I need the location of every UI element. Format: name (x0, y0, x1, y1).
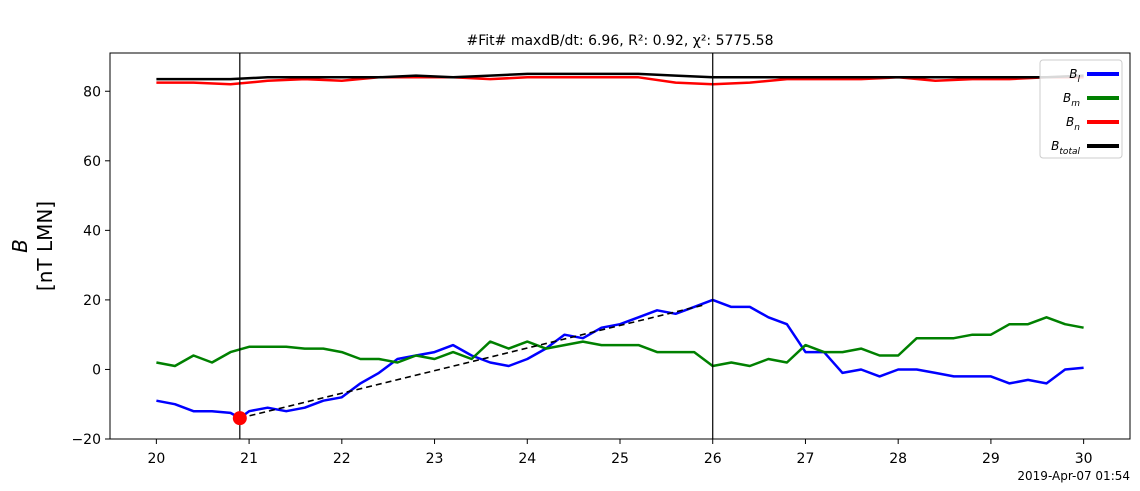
x-tick-label: 20 (147, 451, 165, 467)
legend-label-b-l: Bl (1069, 67, 1080, 85)
y-tick-label: −20 (71, 432, 101, 448)
x-tick-label: 29 (982, 451, 1000, 467)
series-line-b-l (156, 298, 1084, 420)
chart-title: #Fit# maxdB/dt: 6.96, R²: 0.92, χ²: 5775… (467, 33, 774, 49)
x-tick-label: 25 (611, 451, 629, 467)
axes-frame (109, 52, 1131, 440)
x-tick-label: 23 (426, 451, 444, 467)
y-axis-label-symbol: B (8, 239, 32, 253)
y-axis-label: B [nT LMN] (8, 201, 57, 291)
x-axis: 20 21 22 23 24 25 26 27 28 29 30 (147, 439, 1093, 467)
x-tick-label: 21 (240, 451, 258, 467)
x-tick-label: 28 (889, 451, 907, 467)
x-tick-label: 26 (704, 451, 722, 467)
legend-label-b-n: Bn (1066, 115, 1080, 133)
y-tick-label: 20 (83, 293, 101, 309)
legend-box (1039, 59, 1123, 159)
y-tick-label: 60 (83, 154, 101, 170)
fit-line (239, 304, 704, 419)
series-layer (156, 53, 1084, 439)
timestamp: 2019-Apr-07 01:54 (1017, 469, 1130, 483)
y-tick-label: 80 (83, 84, 101, 100)
fit-start-marker (232, 411, 247, 426)
legend: Bl Bm Bn Btotal (1039, 59, 1123, 159)
y-axis: −20 0 20 40 60 80 (71, 84, 110, 448)
y-axis-label-units: [nT LMN] (33, 201, 57, 291)
series-line-b-n (156, 76, 1084, 86)
series-line-b-m (156, 316, 1084, 368)
x-tick-label: 30 (1075, 451, 1093, 467)
x-tick-label: 27 (797, 451, 815, 467)
y-tick-label: 0 (92, 362, 101, 378)
legend-label-b-total: Btotal (1051, 139, 1080, 157)
x-tick-label: 22 (333, 451, 351, 467)
series-line-b-total (156, 72, 1084, 81)
legend-label-b-m: Bm (1063, 91, 1080, 109)
x-tick-label: 24 (518, 451, 536, 467)
y-tick-label: 40 (83, 223, 101, 239)
plot-area (109, 52, 1131, 440)
